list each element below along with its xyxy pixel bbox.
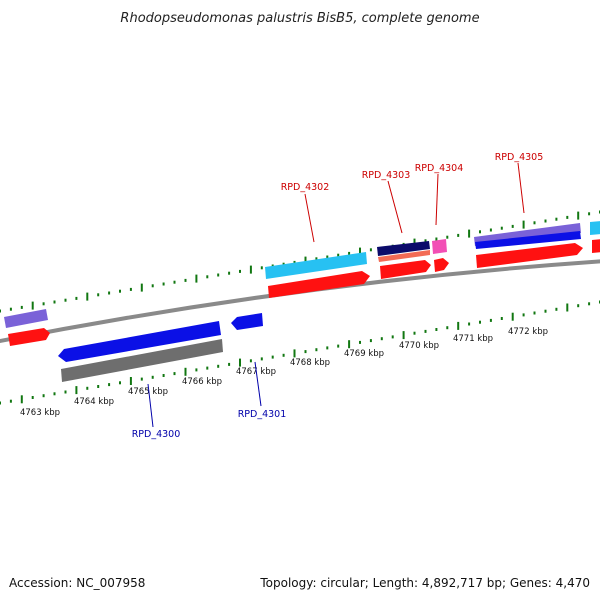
kbp-label: 4771 kbp <box>453 334 493 344</box>
leader-rpd-4304 <box>435 173 439 226</box>
gene-label-rpd-4301[interactable]: RPD_4301 <box>238 409 287 420</box>
kbp-label: 4770 kbp <box>399 341 439 351</box>
gene-rpd-4305-blue[interactable] <box>475 231 581 249</box>
gene-arrow-red-left[interactable] <box>8 328 50 346</box>
gene-label-rpd-4300[interactable]: RPD_4300 <box>132 429 181 440</box>
kbp-label: 4768 kbp <box>290 358 330 368</box>
genome-title: Rhodopseudomonas palustris BisB5, comple… <box>120 11 479 26</box>
gene-rpd-4300-gray[interactable] <box>61 339 223 382</box>
gene-rpd-4302-arrow[interactable] <box>268 271 370 298</box>
gene-label-rpd-4304[interactable]: RPD_4304 <box>415 163 464 174</box>
gene-rpd-4303-salmon[interactable] <box>378 250 430 262</box>
kbp-label: 4764 kbp <box>74 397 114 407</box>
leader-rpd-4305 <box>517 162 525 214</box>
gene-rpd-4304-arrow[interactable] <box>434 258 449 272</box>
accession-text: Accession: NC_007958 <box>9 576 145 590</box>
gene-rpd-4303-navy[interactable] <box>377 241 430 256</box>
kbp-label: 4772 kbp <box>508 327 548 337</box>
leader-rpd-4301 <box>254 361 262 407</box>
gene-arrow-red-right[interactable] <box>592 239 600 253</box>
genome-summary-text: Topology: circular; Length: 4,892,717 bp… <box>259 576 590 590</box>
gene-rpd-4302-cyan[interactable] <box>265 252 367 279</box>
leader-rpd-4303 <box>387 180 403 234</box>
gene-label-rpd-4305[interactable]: RPD_4305 <box>495 152 544 163</box>
leader-rpd-4302 <box>304 193 315 243</box>
label-leader-lines <box>147 162 525 428</box>
gene-label-rpd-4302[interactable]: RPD_4302 <box>281 182 330 193</box>
gene-rpd-4301-arrow[interactable] <box>231 313 263 330</box>
feature-cyan-right[interactable] <box>590 221 600 235</box>
kbp-label: 4763 kbp <box>20 408 60 418</box>
leader-rpd-4300 <box>147 383 154 428</box>
kbp-label: 4765 kbp <box>128 387 168 397</box>
gene-rpd-4304-pink[interactable] <box>432 239 447 254</box>
lower-tick-row <box>0 300 600 405</box>
kbp-label: 4769 kbp <box>344 349 384 359</box>
feature-purple-left[interactable] <box>4 309 48 328</box>
gene-rpd-4305-arrow[interactable] <box>476 243 583 268</box>
kbp-label: 4766 kbp <box>182 377 222 387</box>
gene-rpd-4303-arrow[interactable] <box>380 260 431 279</box>
gene-labels: RPD_4302 RPD_4303 RPD_4304 RPD_4305 RPD_… <box>132 152 544 440</box>
gene-rpd-4300-arrow[interactable] <box>58 321 221 362</box>
gene-label-rpd-4303[interactable]: RPD_4303 <box>362 170 411 181</box>
